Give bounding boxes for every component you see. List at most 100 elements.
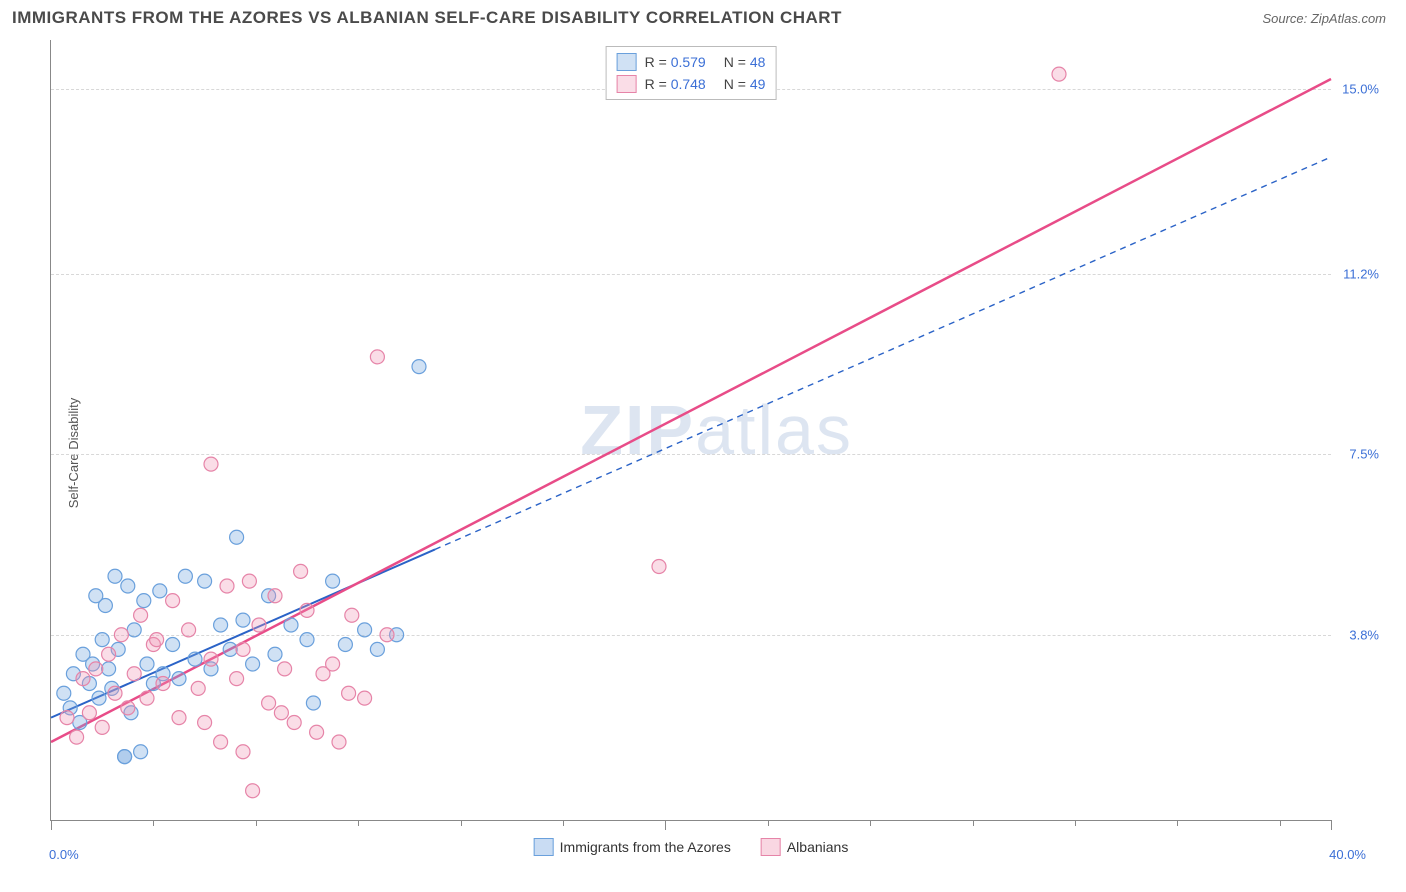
- data-point: [220, 579, 234, 593]
- legend-swatch: [617, 53, 637, 71]
- data-point: [294, 564, 308, 578]
- data-point: [358, 623, 372, 637]
- legend-top: R = 0.579 N = 48 R = 0.748 N = 49: [606, 46, 777, 100]
- data-point: [121, 701, 135, 715]
- data-point: [223, 642, 237, 656]
- data-point: [370, 642, 384, 656]
- x-tick: [768, 820, 769, 826]
- data-point: [268, 589, 282, 603]
- legend-top-row: R = 0.579 N = 48: [617, 51, 766, 73]
- chart-container: Self-Care Disability ZIPatlas 3.8%7.5%11…: [50, 40, 1370, 865]
- data-point: [92, 691, 106, 705]
- data-point: [652, 560, 666, 574]
- plot-area: ZIPatlas 3.8%7.5%11.2%15.0% R = 0.579N =…: [50, 40, 1331, 821]
- legend-r: R = 0.579: [645, 54, 706, 70]
- data-point: [57, 686, 71, 700]
- data-point: [137, 594, 151, 608]
- trend-line-extrapolated: [435, 157, 1331, 549]
- data-point: [127, 667, 141, 681]
- legend-swatch: [617, 75, 637, 93]
- data-point: [140, 657, 154, 671]
- data-point: [236, 642, 250, 656]
- data-point: [150, 633, 164, 647]
- y-tick-label: 3.8%: [1349, 627, 1379, 642]
- source-label: Source: ZipAtlas.com: [1262, 11, 1386, 26]
- data-point: [98, 599, 112, 613]
- data-point: [156, 677, 170, 691]
- x-tick: [973, 820, 974, 826]
- data-point: [274, 706, 288, 720]
- data-point: [342, 686, 356, 700]
- data-point: [412, 360, 426, 374]
- legend-label: Albanians: [787, 839, 849, 855]
- legend-swatch: [534, 838, 554, 856]
- data-point: [95, 633, 109, 647]
- data-point: [287, 716, 301, 730]
- data-point: [178, 569, 192, 583]
- data-point: [102, 647, 116, 661]
- data-point: [246, 784, 260, 798]
- chart-title: IMMIGRANTS FROM THE AZORES VS ALBANIAN S…: [12, 8, 842, 28]
- data-point: [172, 672, 186, 686]
- x-tick: [870, 820, 871, 826]
- legend-n: N = 49: [724, 76, 766, 92]
- data-point: [134, 608, 148, 622]
- data-point: [380, 628, 394, 642]
- data-point: [102, 662, 116, 676]
- x-tick: [256, 820, 257, 826]
- data-point: [127, 623, 141, 637]
- x-tick: [153, 820, 154, 826]
- data-point: [1052, 67, 1066, 81]
- data-point: [236, 613, 250, 627]
- data-point: [358, 691, 372, 705]
- data-point: [60, 711, 74, 725]
- legend-r: R = 0.748: [645, 76, 706, 92]
- data-point: [310, 725, 324, 739]
- x-tick: [563, 820, 564, 826]
- data-point: [316, 667, 330, 681]
- legend-bottom: Immigrants from the AzoresAlbanians: [534, 838, 849, 856]
- data-point: [246, 657, 260, 671]
- data-point: [182, 623, 196, 637]
- data-point: [204, 457, 218, 471]
- data-point: [172, 711, 186, 725]
- data-point: [134, 745, 148, 759]
- x-axis-max-label: 40.0%: [1329, 847, 1366, 862]
- data-point: [140, 691, 154, 705]
- x-tick: [665, 820, 666, 830]
- x-tick: [1331, 820, 1332, 830]
- legend-swatch: [761, 838, 781, 856]
- data-point: [236, 745, 250, 759]
- data-point: [121, 579, 135, 593]
- data-point: [166, 638, 180, 652]
- data-point: [153, 584, 167, 598]
- data-point: [191, 681, 205, 695]
- legend-bottom-item: Albanians: [761, 838, 849, 856]
- x-tick: [461, 820, 462, 826]
- legend-n: N = 48: [724, 54, 766, 70]
- data-point: [370, 350, 384, 364]
- data-point: [262, 696, 276, 710]
- data-point: [345, 608, 359, 622]
- y-tick-label: 7.5%: [1349, 447, 1379, 462]
- data-point: [214, 618, 228, 632]
- data-point: [214, 735, 228, 749]
- data-point: [230, 672, 244, 686]
- legend-top-row: R = 0.748 N = 49: [617, 73, 766, 95]
- data-point: [284, 618, 298, 632]
- plot-svg: [51, 40, 1331, 820]
- data-point: [204, 652, 218, 666]
- data-point: [230, 530, 244, 544]
- data-point: [198, 574, 212, 588]
- data-point: [252, 618, 266, 632]
- data-point: [278, 662, 292, 676]
- x-tick: [1280, 820, 1281, 826]
- data-point: [108, 686, 122, 700]
- x-tick: [51, 820, 52, 830]
- data-point: [82, 706, 96, 720]
- data-point: [89, 662, 103, 676]
- data-point: [76, 672, 90, 686]
- data-point: [114, 628, 128, 642]
- x-tick: [1177, 820, 1178, 826]
- x-axis-min-label: 0.0%: [49, 847, 79, 862]
